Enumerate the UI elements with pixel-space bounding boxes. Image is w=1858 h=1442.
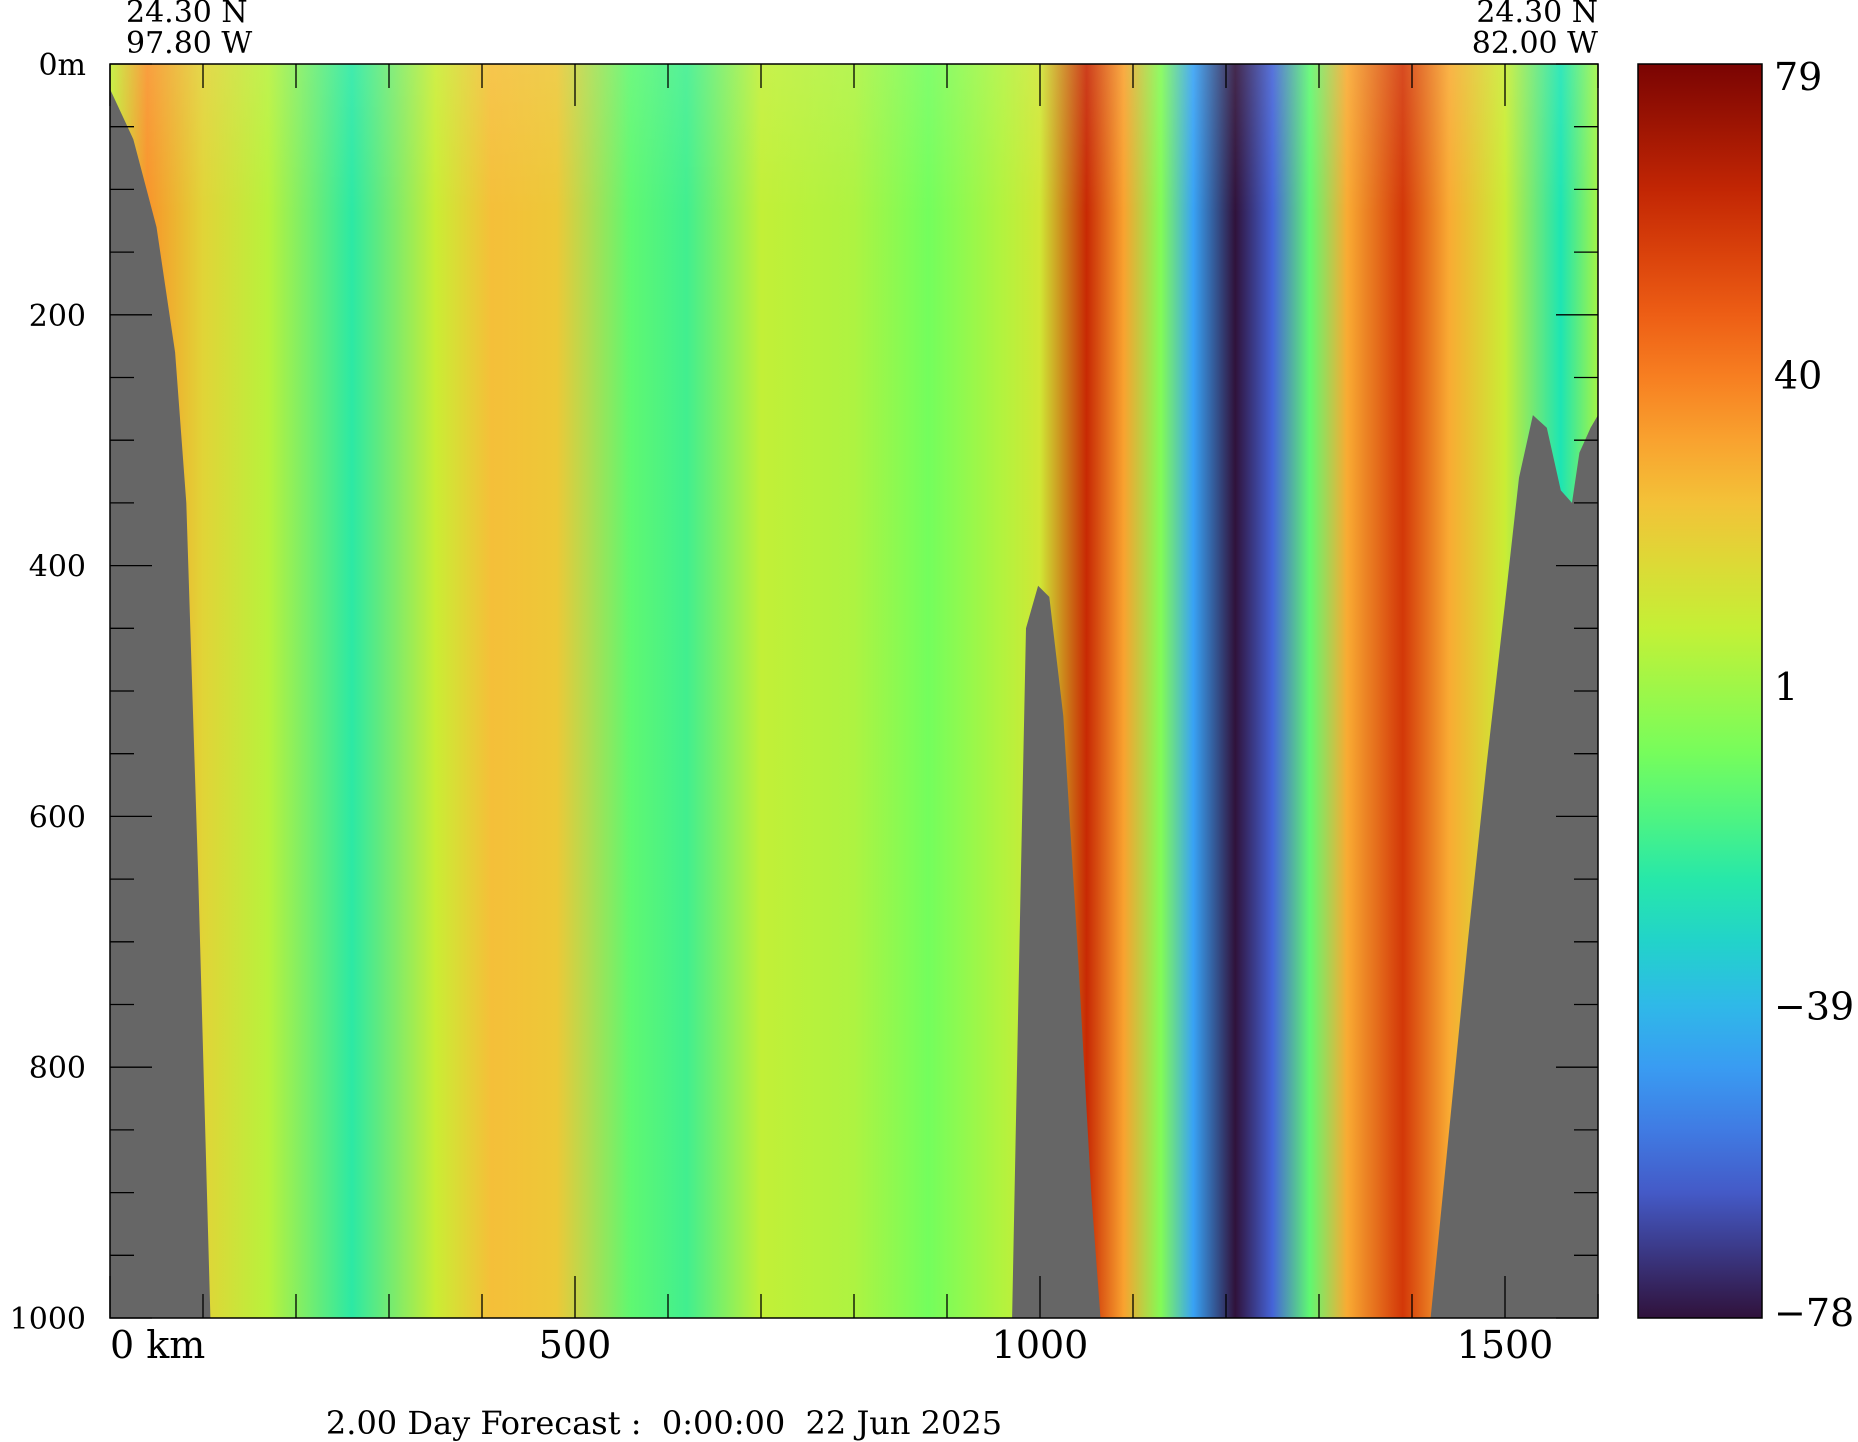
x-tick-label: 0 km <box>110 1323 205 1367</box>
colorbar: 79 40 1 −39 −78 <box>1637 55 1854 1335</box>
corner-left-latitude: 24.30 N <box>126 0 248 30</box>
y-tick-label: 600 <box>29 800 86 835</box>
colorbar-tick-label: 40 <box>1774 354 1822 398</box>
y-tick-label: 200 <box>29 299 86 334</box>
axis-ticks <box>109 63 1599 1319</box>
x-tick-label: 500 <box>539 1323 612 1367</box>
corner-left-longitude: 97.80 W <box>126 26 252 61</box>
y-tick-label: 1000 <box>10 1302 86 1337</box>
y-axis-labels: 0m 200 400 600 800 1000 <box>10 48 86 1337</box>
land-mask-east <box>1430 415 1598 1318</box>
y-tick-label: 400 <box>29 550 86 585</box>
y-tick-label: 0m <box>38 48 86 83</box>
colorbar-tick-label: −39 <box>1774 984 1854 1028</box>
corner-right-longitude: 82.00 W <box>1472 26 1598 61</box>
y-tick-label: 800 <box>29 1051 86 1086</box>
x-tick-label: 1500 <box>1457 1323 1554 1367</box>
colorbar-labels: 79 40 1 −39 −78 <box>1774 55 1854 1335</box>
surface-shading <box>110 64 1598 1318</box>
forecast-footer: 2.00 Day Forecast : 0:00:00 22 Jun 2025 <box>326 1404 1002 1442</box>
corner-right-latitude: 24.30 N <box>1476 0 1598 30</box>
colorbar-tick-label: 79 <box>1774 55 1822 99</box>
colorbar-tick-label: 1 <box>1774 665 1798 709</box>
land-mask-west <box>110 64 211 1318</box>
land-mask-ridge <box>1012 585 1101 1318</box>
colorbar-tick-label: −78 <box>1774 1291 1854 1335</box>
x-axis-labels: 0 km 500 1000 1500 <box>110 1323 1553 1367</box>
colorbar-ramp <box>1637 63 1763 1319</box>
plot-area <box>110 64 1598 1318</box>
x-tick-label: 1000 <box>992 1323 1089 1367</box>
